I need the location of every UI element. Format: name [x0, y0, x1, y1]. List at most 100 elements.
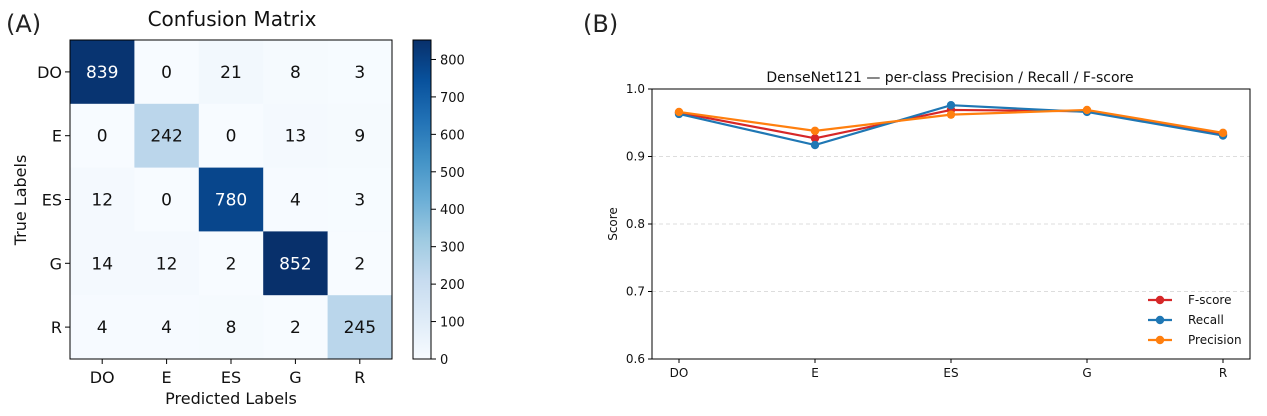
heatmap-cell — [263, 103, 329, 169]
heatmap-cell — [327, 167, 393, 232]
confusion-matrix-panel: (A) Confusion Matrix 839 0 21 8 30 242 0 13 912 0… — [6, 7, 465, 408]
heatmap-cell-value: 852 — [279, 254, 311, 274]
heatmap-cell-value: 839 — [86, 63, 118, 83]
panel-a-label: (A) — [6, 10, 41, 38]
heatmap-cell — [70, 295, 135, 360]
data-point — [674, 107, 684, 117]
colorbar-tick-label: 600 — [440, 128, 465, 143]
colorbar-ticks: 0 100 200 300 400 500 600 700 800 — [431, 53, 465, 368]
heatmap-cell-value: 14 — [91, 254, 113, 274]
heatmap-cell — [263, 295, 329, 360]
panel-b-label: (B) — [583, 10, 618, 38]
legend-marker — [1155, 295, 1165, 305]
metrics-line-panel: (B) DenseNet121 — per-class Precision / … — [583, 10, 1251, 380]
x-tick-label: E — [162, 368, 172, 387]
heatmap-cell-value: 21 — [220, 63, 242, 83]
heatmap-cell-value: 8 — [290, 63, 301, 83]
y-tick-label: ES — [42, 191, 62, 210]
heatmap-cell — [70, 40, 135, 105]
heatmap-cell-value: 3 — [354, 63, 365, 83]
heatmap-cell — [70, 103, 135, 169]
y-tick-label: 1.0 — [626, 82, 645, 96]
legend-marker — [1155, 315, 1165, 325]
colorbar-tick-label: 400 — [440, 203, 465, 218]
x-tick-label: R — [354, 368, 365, 387]
legend-label: Recall — [1188, 313, 1224, 327]
x-tick-label: ES — [221, 368, 241, 387]
heatmap-cell — [327, 103, 393, 169]
heatmap-cell — [327, 40, 393, 105]
y-tick-label: DO — [37, 63, 62, 82]
heatmap-cell — [70, 167, 135, 232]
heatmap-cell — [263, 231, 329, 296]
legend-label: Precision — [1188, 333, 1242, 347]
heatmap-cell-value: 245 — [344, 318, 376, 338]
x-tick-label: E — [811, 366, 819, 380]
heatmap-cell-value: 9 — [354, 127, 365, 147]
heatmap-cell-value: 2 — [226, 254, 237, 274]
confusion-matrix-title: Confusion Matrix — [148, 7, 317, 31]
heatmap-cell-value: 780 — [215, 191, 247, 211]
y-tick-label: 0.6 — [626, 352, 645, 366]
data-point — [810, 140, 820, 150]
heatmap-cell-value: 8 — [226, 318, 237, 338]
heatmap-cell — [327, 295, 393, 360]
heatmap-cell-value: 4 — [161, 318, 172, 338]
heatmap-cell — [134, 231, 200, 296]
heatmap-cell-value: 2 — [290, 318, 301, 338]
heatmap-cell — [134, 103, 200, 169]
heatmap-cell-value: 0 — [97, 127, 108, 147]
colorbar-tick-label: 100 — [440, 316, 465, 331]
y-tick-label: 0.7 — [626, 285, 645, 299]
confusion-matrix-xlabel: Predicted Labels — [165, 389, 297, 408]
x-tick-label: ES — [943, 366, 958, 380]
colorbar — [412, 39, 432, 360]
heatmap-cell — [263, 167, 329, 232]
heatmap-cell-value: 12 — [156, 254, 178, 274]
heatmap-cell-value: 0 — [161, 63, 172, 83]
data-point — [946, 101, 956, 110]
heatmap-cell — [198, 231, 264, 296]
data-point — [946, 110, 956, 119]
heatmap-cell-value: 12 — [91, 191, 113, 211]
data-point — [810, 126, 820, 136]
heatmap-cell-value: 2 — [354, 254, 365, 274]
confusion-matrix-ticks: DO E ES G R DO E ES G R — [37, 63, 365, 387]
heatmap-cell-value: 0 — [226, 127, 237, 147]
heatmap-cell — [198, 167, 264, 232]
y-tick-label: R — [51, 318, 62, 337]
y-tick-label: 0.8 — [626, 217, 645, 231]
x-tick-label: G — [289, 368, 301, 387]
x-tick-label: G — [1082, 366, 1091, 380]
heatmap-cell — [70, 231, 135, 296]
confusion-matrix-cells: 839 0 21 8 3 0 242 0 13 9 12 0 780 4 3 14 12 2 852 2 4 4 8 2 245 — [70, 40, 393, 360]
heatmap-cell — [263, 40, 329, 105]
heatmap-cell — [198, 40, 264, 105]
heatmap-cell-value: 13 — [285, 127, 307, 147]
colorbar-tick-label: 800 — [440, 53, 465, 68]
heatmap-cell-value: 242 — [150, 127, 182, 147]
y-tick-label: E — [52, 127, 62, 146]
x-tick-label: DO — [670, 366, 689, 380]
colorbar-tick-label: 500 — [440, 166, 465, 181]
line-chart-ticks: 0.6 0.7 0.8 0.9 1.0 DO E ES G R — [626, 82, 1227, 380]
legend-marker — [1155, 335, 1165, 345]
colorbar-tick-label: 200 — [440, 278, 465, 293]
x-tick-label: DO — [90, 368, 115, 387]
y-tick-label: G — [50, 254, 62, 273]
heatmap-cell-value: 4 — [97, 318, 108, 338]
data-point — [1082, 105, 1092, 115]
data-point — [810, 134, 820, 143]
heatmap-cell — [198, 103, 264, 169]
x-tick-label: R — [1219, 366, 1227, 380]
line-chart-ylabel: Score — [606, 207, 620, 241]
colorbar-tick-label: 700 — [440, 91, 465, 106]
confusion-matrix-ylabel: True Labels — [11, 155, 30, 247]
heatmap-cell — [134, 167, 200, 232]
line-chart-series — [674, 101, 1228, 150]
colorbar-tick-label: 0 — [440, 353, 448, 368]
legend-label: F-score — [1188, 293, 1231, 307]
line-chart-title: DenseNet121 — per-class Precision / Reca… — [766, 70, 1133, 86]
heatmap-cell-value: 3 — [354, 191, 365, 211]
